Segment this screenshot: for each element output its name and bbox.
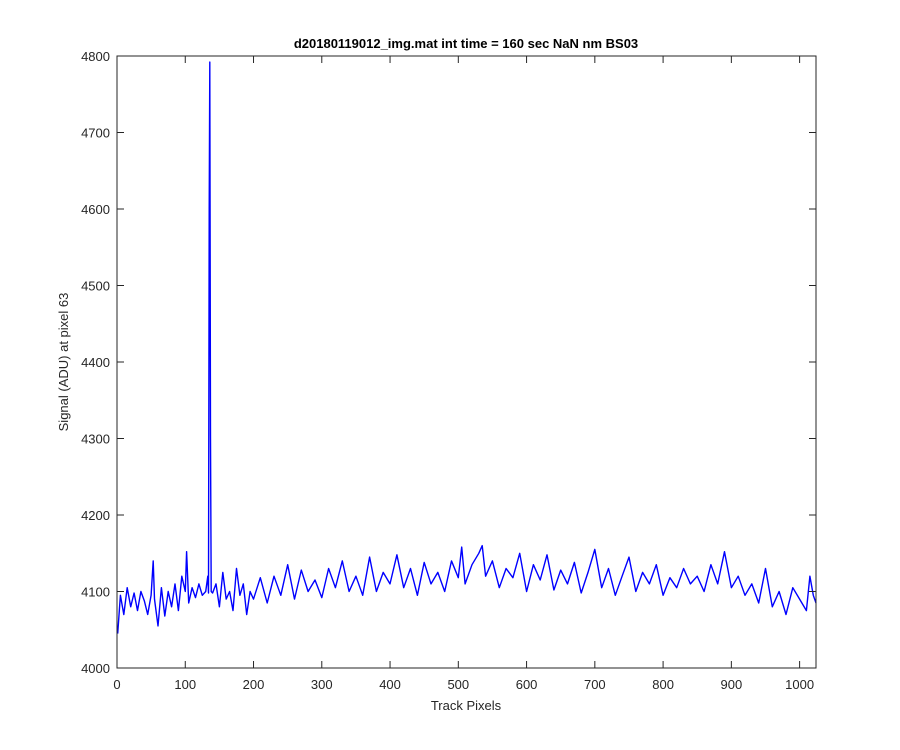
x-tick-label: 100	[174, 677, 196, 692]
y-tick-label: 4200	[81, 508, 110, 523]
x-tick-label: 200	[243, 677, 265, 692]
x-tick-label: 1000	[785, 677, 814, 692]
y-tick-label: 4000	[81, 661, 110, 676]
y-tick-label: 4300	[81, 432, 110, 447]
y-tick-label: 4700	[81, 126, 110, 141]
x-tick-label: 300	[311, 677, 333, 692]
y-tick-label: 4100	[81, 585, 110, 600]
chart-marks	[117, 61, 817, 634]
x-tick-label: 0	[113, 677, 120, 692]
chart-title: d20180119012_img.mat int time = 160 sec …	[294, 36, 638, 51]
x-tick-label: 500	[447, 677, 469, 692]
y-tick-label: 4400	[81, 355, 110, 370]
series-line-0	[117, 61, 817, 634]
y-tick-label: 4600	[81, 202, 110, 217]
x-tick-label: 800	[652, 677, 674, 692]
y-tick-label: 4500	[81, 279, 110, 294]
x-tick-label: 700	[584, 677, 606, 692]
y-axis-ticks: 4000 4100 4200 4300 4400 4500 4600 4700 4800	[81, 49, 816, 676]
x-tick-label: 400	[379, 677, 401, 692]
y-axis-label: Signal (ADU) at pixel 63	[56, 293, 71, 432]
x-tick-label: 600	[516, 677, 538, 692]
x-tick-label: 900	[721, 677, 743, 692]
plot-area	[117, 56, 816, 668]
x-axis-ticks: 0 100 200 300 400 500 600 700 800 900 1000	[113, 56, 814, 692]
x-axis-label: Track Pixels	[431, 698, 502, 713]
y-tick-label: 4800	[81, 49, 110, 64]
